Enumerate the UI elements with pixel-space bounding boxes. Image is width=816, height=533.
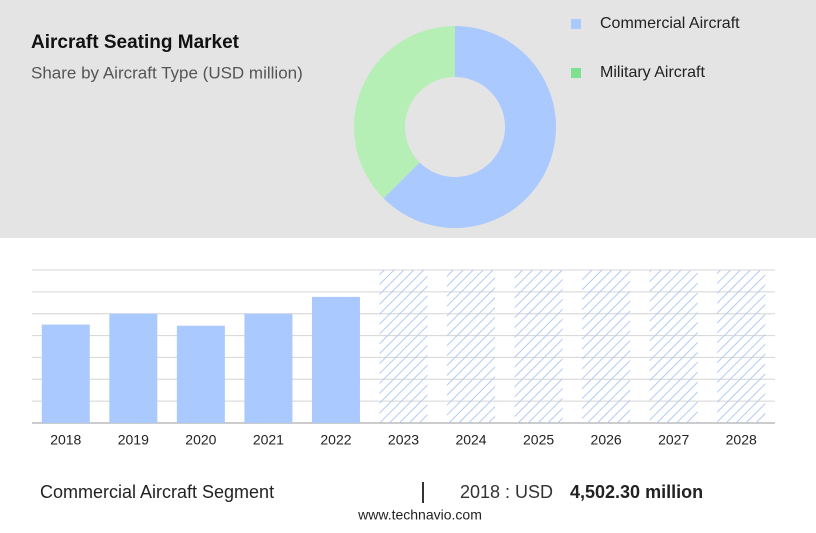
donut-segment <box>383 26 556 228</box>
bar-chart: 2018 2019 2020 2021 2022 2023 2024 2025 2026 2027… <box>32 269 775 448</box>
x-tick-label: 2018 <box>50 432 81 448</box>
x-tick-label: 2028 <box>726 432 757 448</box>
x-tick-label: 2021 <box>253 432 284 448</box>
footer-year: 2018 : USD <box>460 482 553 502</box>
forecast-placeholder <box>582 270 631 423</box>
subtitle: Share by Aircraft Type (USD million) <box>31 63 303 82</box>
source: www.technavio.com <box>357 507 482 523</box>
legend-label: Military Aircraft <box>600 64 705 81</box>
legend: Commercial Aircraft Military Aircraft <box>571 15 740 81</box>
legend-label: Commercial Aircraft <box>600 15 740 32</box>
bar <box>176 325 225 423</box>
forecast-placeholder <box>379 270 428 423</box>
x-tick-label: 2026 <box>591 432 622 448</box>
x-tick-label: 2024 <box>455 432 486 448</box>
footer-segment: Commercial Aircraft Segment <box>40 482 274 502</box>
legend-swatch <box>571 68 581 78</box>
forecast-placeholder <box>717 270 766 423</box>
bar <box>311 296 360 423</box>
forecast-placeholder <box>514 270 563 423</box>
donut-chart <box>353 26 556 228</box>
x-tick-label: 2019 <box>118 432 149 448</box>
bar <box>109 313 158 423</box>
forecast-placeholder <box>447 270 496 423</box>
bar <box>244 313 293 423</box>
x-tick-label: 2025 <box>523 432 554 448</box>
donut-segment <box>353 26 455 199</box>
x-tick-label: 2022 <box>320 432 351 448</box>
x-tick-label: 2020 <box>185 432 216 448</box>
legend-swatch <box>571 19 581 29</box>
forecast-placeholder <box>649 270 698 423</box>
x-tick-label: 2023 <box>388 432 419 448</box>
title: Aircraft Seating Market <box>31 32 240 53</box>
footer-value: 4,502.30 million <box>570 482 703 502</box>
bar <box>41 324 90 423</box>
x-tick-label: 2027 <box>658 432 689 448</box>
